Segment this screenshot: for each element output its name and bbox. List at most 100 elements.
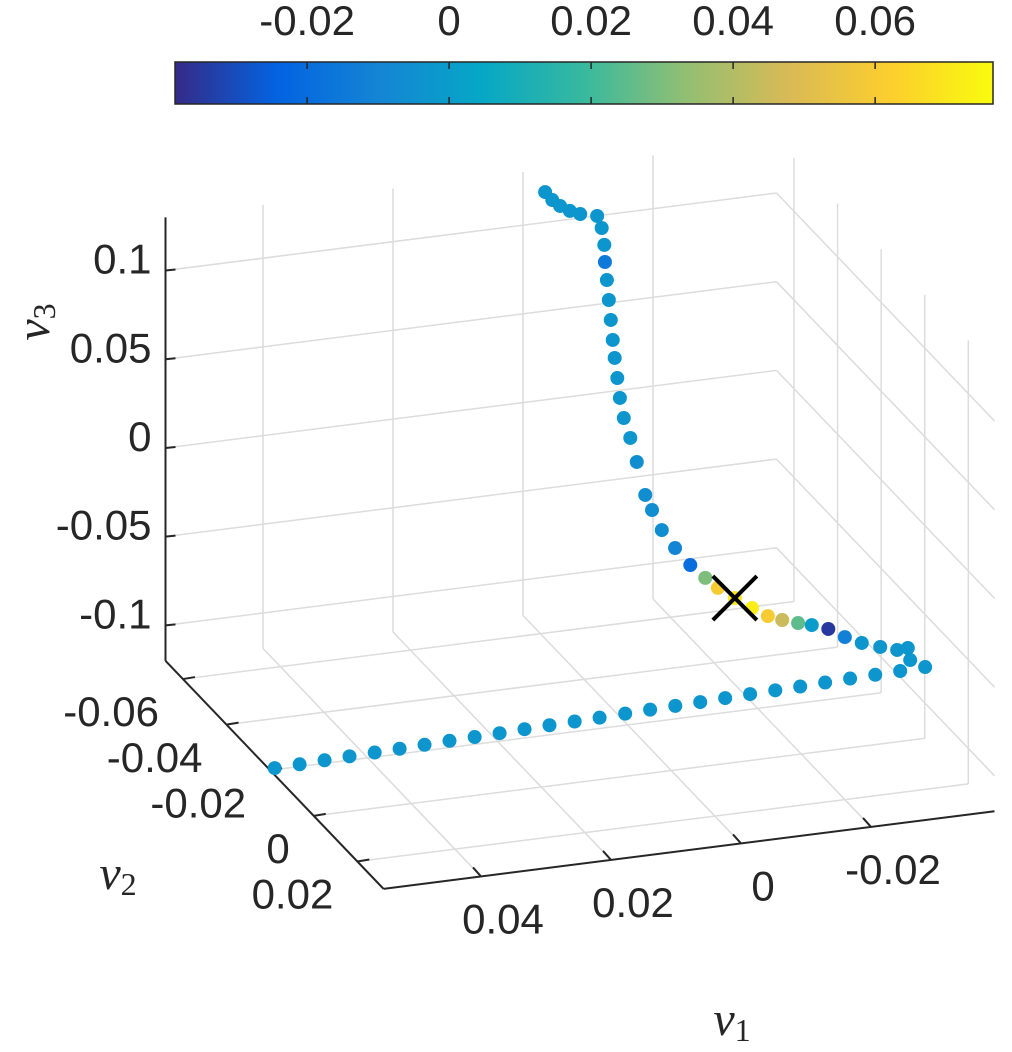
point: [638, 487, 653, 502]
y-tick: [226, 721, 239, 726]
x-tick: [862, 817, 872, 828]
point: [590, 208, 605, 223]
point: [267, 761, 282, 776]
grid-line: [775, 547, 996, 777]
point: [417, 737, 432, 752]
point: [854, 635, 869, 650]
z-axis-symbol: v: [7, 319, 60, 341]
point: [618, 706, 633, 721]
z-tick-label: -0.1: [79, 590, 151, 637]
grid-line: [165, 369, 777, 449]
point: [683, 558, 698, 573]
point: [597, 237, 612, 252]
colorbar-tick-label: 0.04: [692, 0, 774, 44]
grid-line: [165, 458, 777, 538]
point: [818, 675, 833, 690]
point: [900, 641, 915, 656]
point: [573, 207, 588, 222]
point: [599, 273, 614, 288]
x-tick: [732, 833, 742, 845]
grid-line: [182, 600, 795, 680]
point: [893, 663, 908, 678]
point: [645, 503, 660, 518]
grid-line: [522, 614, 742, 844]
point: [601, 293, 616, 308]
z-tick-label: 0.1: [93, 236, 151, 283]
grid-line: [226, 646, 838, 726]
z-tick-label: -0.05: [56, 502, 152, 549]
y-tick: [313, 812, 326, 817]
point: [292, 757, 307, 772]
grid-line: [775, 458, 996, 688]
point: [718, 691, 733, 706]
point: [793, 679, 808, 694]
z-axis-subscript: 3: [26, 303, 62, 319]
x-axis-label: v1: [713, 993, 750, 1048]
x-tick-label: 0: [751, 863, 774, 910]
point: [597, 255, 612, 270]
colorbar-gradient: [174, 61, 994, 105]
z-tick-label: 0: [128, 413, 151, 460]
point: [668, 698, 683, 713]
z-tick: [165, 357, 176, 361]
point: [693, 695, 708, 710]
z-tick-label: 0.05: [70, 324, 152, 371]
point: [643, 702, 658, 717]
x-tick: [472, 866, 482, 878]
point: [629, 454, 644, 469]
point: [903, 653, 918, 668]
point: [342, 749, 357, 764]
colorbar-tick-label: 0.06: [834, 0, 916, 44]
grid-line: [165, 192, 777, 272]
axes: -0.1-0.0500.050.1-0.06-0.04-0.0200.02-0.…: [56, 217, 995, 943]
y-tick-label: 0.02: [252, 871, 334, 918]
y-tick-label: -0.04: [107, 734, 203, 781]
grid-line: [775, 281, 996, 511]
point: [775, 612, 790, 627]
point: [467, 730, 482, 745]
x-tick: [602, 850, 612, 861]
point: [592, 710, 607, 725]
point: [791, 616, 806, 631]
highlight-marker: [711, 574, 759, 622]
colorbar: -0.02 0 0.02 0.04 0.06: [174, 0, 994, 105]
y-tick: [182, 676, 196, 681]
grid-line: [357, 783, 969, 863]
colorbar-tick-label: -0.02: [259, 0, 355, 44]
point: [843, 671, 858, 686]
point: [918, 660, 933, 675]
grid-line: [262, 647, 482, 877]
point: [610, 371, 625, 386]
grid-line: [652, 598, 872, 828]
grid-line: [270, 691, 882, 772]
point: [607, 350, 622, 365]
point: [654, 523, 669, 538]
y-tick-label: -0.06: [63, 688, 159, 735]
point: [492, 726, 507, 741]
z-tick: [165, 534, 176, 538]
y-tick: [357, 858, 370, 863]
point: [616, 411, 631, 426]
x-axis-line: [383, 810, 995, 890]
grid-line: [775, 369, 996, 599]
y-tick-label: -0.02: [150, 779, 246, 826]
z-tick: [165, 623, 176, 627]
y-axis-symbol: v: [99, 847, 121, 900]
point: [605, 332, 620, 347]
point: [890, 642, 905, 657]
x-tick-label: 0.04: [462, 896, 544, 943]
point: [760, 609, 775, 624]
grid-line: [165, 547, 777, 627]
point: [698, 570, 713, 585]
point: [392, 741, 407, 756]
x-axis-subscript: 1: [735, 1012, 751, 1048]
point: [612, 390, 627, 405]
grid-line: [313, 737, 925, 817]
point: [768, 683, 783, 698]
point: [442, 733, 457, 748]
point: [668, 541, 683, 556]
x-tick-label: -0.02: [845, 846, 941, 893]
point: [317, 753, 332, 768]
grid-line: [392, 631, 612, 861]
